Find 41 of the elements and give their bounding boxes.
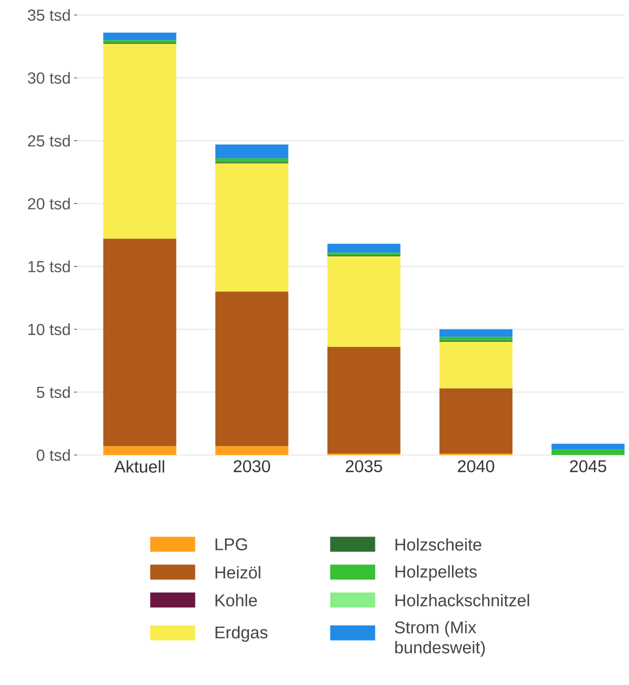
bar <box>215 163 288 292</box>
bar <box>327 244 400 253</box>
bar <box>103 446 176 455</box>
legend-label: Erdgas <box>216 626 268 642</box>
legend-label: Heizöl <box>216 566 260 579</box>
bar <box>103 32 176 40</box>
y-tick-label: 25 tsd <box>28 134 70 147</box>
bar <box>327 252 400 256</box>
bar <box>439 336 512 341</box>
bar <box>552 449 625 455</box>
bar <box>439 329 512 337</box>
x-tick-label: 2040 <box>458 460 494 472</box>
bar <box>327 256 400 347</box>
bar <box>103 40 176 43</box>
y-tick-label: 0 tsd <box>36 449 70 461</box>
legend-label: Strom (Mix bundesweit) <box>394 620 485 657</box>
legend-label: Holzhackschnitzel <box>396 594 530 606</box>
bar <box>103 238 176 446</box>
bar <box>103 44 176 239</box>
x-tick-label: Aktuell <box>114 460 164 473</box>
y-tick-label: 5 tsd <box>36 386 70 398</box>
bar <box>215 292 288 446</box>
y-tick-label: 15 tsd <box>28 260 70 272</box>
bar <box>215 144 288 158</box>
x-tick-label: 2045 <box>570 460 606 472</box>
bar <box>439 388 512 454</box>
bar <box>215 446 288 455</box>
legend-label: LPG <box>216 538 247 550</box>
y-tick-label: 35 tsd <box>28 9 70 21</box>
bar <box>327 346 400 454</box>
x-tick-label: 2030 <box>234 460 270 472</box>
bar <box>552 444 625 450</box>
legend-label: Kohle <box>216 594 257 606</box>
y-tick-label: 20 tsd <box>28 198 70 210</box>
bar <box>215 158 288 162</box>
legend-label: Holzscheite <box>396 538 482 551</box>
x-tick-label: 2035 <box>346 460 382 472</box>
y-tick-label: 30 tsd <box>28 72 70 84</box>
y-tick-label: 10 tsd <box>28 323 70 336</box>
legend-label: Holzpellets <box>396 565 477 582</box>
bar <box>439 342 512 388</box>
